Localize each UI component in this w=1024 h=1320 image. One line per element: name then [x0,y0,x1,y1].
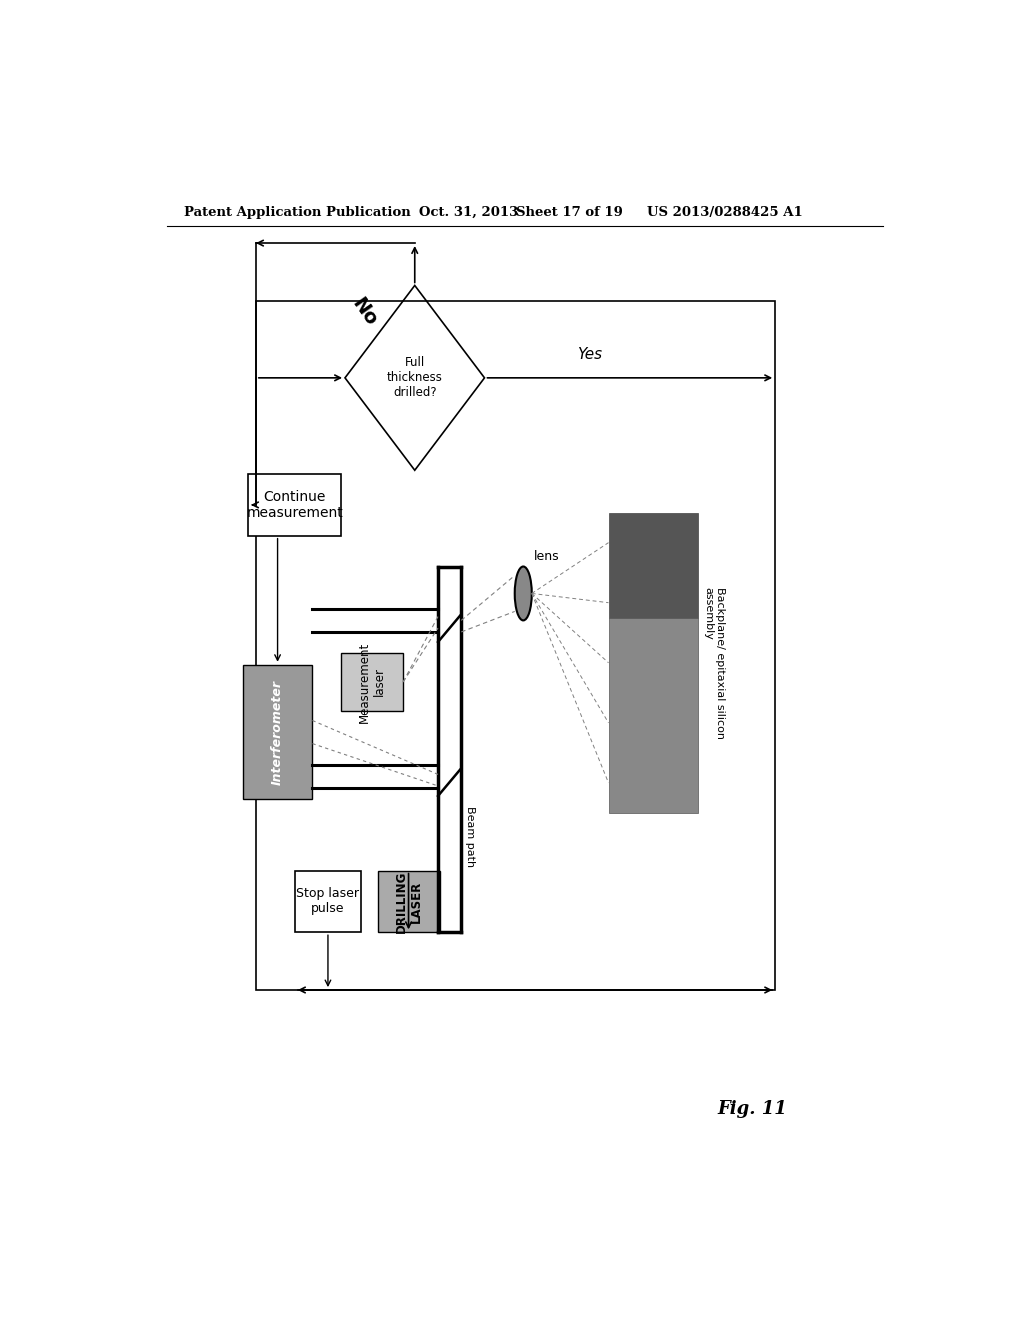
FancyBboxPatch shape [378,871,439,932]
FancyBboxPatch shape [248,474,341,536]
Text: US 2013/0288425 A1: US 2013/0288425 A1 [647,206,803,219]
Text: Sheet 17 of 19: Sheet 17 of 19 [515,206,623,219]
FancyBboxPatch shape [608,512,697,618]
Text: Fig. 11: Fig. 11 [717,1101,786,1118]
Text: Stop laser
pulse: Stop laser pulse [297,887,359,916]
Text: Measurement
laser: Measurement laser [358,642,386,722]
Text: Continue
measurement: Continue measurement [246,490,343,520]
Text: DRILLING
LASER: DRILLING LASER [394,870,423,933]
Text: Yes: Yes [577,347,602,362]
Text: lens: lens [535,549,560,562]
FancyBboxPatch shape [295,871,360,932]
Bar [256,301,775,990]
Text: Interferometer: Interferometer [271,680,284,784]
Text: Oct. 31, 2013: Oct. 31, 2013 [419,206,518,219]
Text: Full
thickness
drilled?: Full thickness drilled? [387,356,442,400]
Ellipse shape [515,566,531,620]
Text: Patent Application Publication: Patent Application Publication [183,206,411,219]
Text: Beam path: Beam path [465,805,475,867]
Text: No: No [348,294,381,330]
FancyBboxPatch shape [608,618,697,813]
FancyBboxPatch shape [341,653,403,711]
Text: Backplane/ epitaxial silicon
assembly: Backplane/ epitaxial silicon assembly [703,587,725,739]
FancyBboxPatch shape [243,665,312,800]
